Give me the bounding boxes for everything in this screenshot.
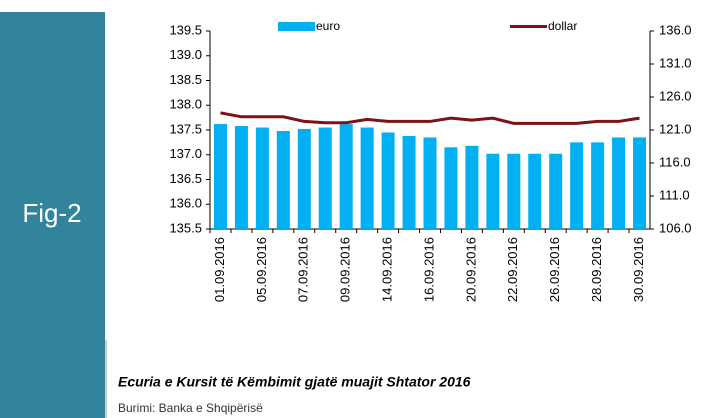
bar (381, 132, 395, 229)
y2-tick-label: 131.0 (659, 55, 692, 70)
bar (318, 127, 332, 229)
x-tick-label: 07.09.2016 (296, 237, 311, 302)
x-tick-label: 01.09.2016 (212, 237, 227, 302)
y2-tick-label: 116.0 (659, 154, 691, 169)
legend-label: dollar (548, 19, 577, 33)
y2-tick-label: 121.0 (659, 121, 692, 136)
bar (276, 130, 290, 229)
bar (549, 153, 563, 229)
side-panel (0, 12, 105, 418)
x-tick-label: 14.09.2016 (380, 237, 395, 302)
bar (465, 145, 479, 229)
x-tick-label: 28.09.2016 (589, 237, 604, 302)
source: Burimi: Banka e Shqipërisë (118, 401, 263, 415)
x-tick-label: 26.09.2016 (547, 237, 562, 302)
y2-tick-label: 126.0 (659, 88, 692, 103)
y-tick-label: 139.5 (169, 22, 202, 37)
x-tick-label: 09.09.2016 (338, 237, 353, 302)
bar (255, 127, 269, 229)
x-tick-label: 20.09.2016 (463, 237, 478, 302)
bar (444, 147, 458, 229)
bar (591, 142, 605, 229)
y-tick-label: 137.5 (169, 121, 202, 136)
y-tick-label: 136.5 (169, 171, 202, 186)
bar (339, 124, 353, 229)
y-tick-label: 136.0 (169, 196, 202, 211)
y2-tick-label: 106.0 (659, 220, 692, 235)
bar (423, 137, 437, 229)
x-tick-label: 22.09.2016 (505, 237, 520, 302)
bar (402, 135, 416, 229)
y-tick-label: 135.5 (169, 220, 202, 235)
y2-tick-label: 111.0 (659, 187, 690, 202)
bar (234, 126, 248, 229)
x-tick-label: 05.09.2016 (254, 237, 269, 302)
x-tick-label: 30.09.2016 (631, 237, 646, 302)
y-tick-label: 138.0 (169, 97, 202, 112)
bar (297, 129, 311, 229)
bar (507, 153, 521, 229)
y-tick-label: 137.0 (169, 146, 202, 161)
bar (612, 137, 626, 229)
bar (213, 124, 227, 229)
legend-label: euro (316, 19, 340, 33)
bar (570, 142, 584, 229)
bar (528, 153, 542, 229)
y-tick-label: 138.5 (169, 72, 202, 87)
bar (633, 137, 647, 229)
legend-swatch (278, 22, 315, 31)
bar (360, 127, 374, 229)
caption: Ecuria e Kursit të Këmbimit gjatë muajit… (118, 374, 471, 390)
x-tick-label: 16.09.2016 (421, 237, 436, 302)
y-tick-label: 139.0 (169, 47, 202, 62)
y2-tick-label: 136.0 (659, 22, 692, 37)
bar (486, 153, 500, 229)
line (220, 111, 640, 125)
figure-label: Fig-2 (22, 198, 81, 228)
